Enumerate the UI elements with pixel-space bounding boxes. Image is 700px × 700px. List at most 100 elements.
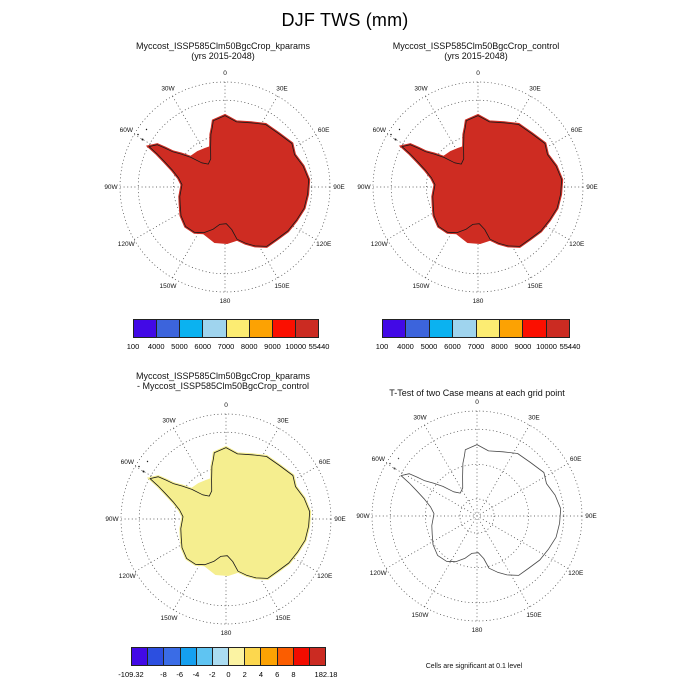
colorbar-tick-label: 55440: [559, 342, 581, 351]
map-kparams: 0 30E 60E 90E 120E 150E 180 150W 120W 90W 60W 30W: [104, 70, 345, 305]
colorbar-tick-label: 4000: [147, 342, 165, 351]
map-control: 0 30E 60E 90E 120E 150E 180 150W 120W 90W 60W 30W: [357, 70, 598, 305]
meridian-label: 30E: [276, 86, 288, 93]
panel4-title: T-Test of two Case means at each grid po…: [389, 388, 565, 398]
meridian-label: 150W: [412, 612, 430, 619]
colorbar-box: [196, 648, 213, 665]
meridian-labels: 0 30E 60E 90E 120E 150E 180 150W 120W 90W 60W 30W: [357, 70, 598, 305]
colorbar-tick-label: -2: [208, 670, 216, 679]
meridian-labels: 0 30E 60E 90E 120E 150E 180 150W 120W 90W 60W 30W: [356, 399, 597, 634]
meridian-label: 30E: [529, 86, 541, 93]
meridian-label: 30E: [277, 418, 289, 425]
meridian-label: 150W: [160, 283, 178, 290]
meridian-label: 180: [220, 298, 231, 305]
colorbar-box: [261, 648, 278, 665]
meridian-label: 90E: [585, 513, 597, 520]
colorbar-box: [295, 320, 318, 337]
meridian-label: 0: [224, 402, 228, 409]
meridian-label: 120W: [370, 570, 388, 577]
meridian-label: 180: [473, 298, 484, 305]
colorbar-box: [383, 320, 407, 337]
colorbar-tick-label: 9000: [514, 342, 532, 351]
meridian-label: 120E: [569, 241, 585, 248]
map-difference: 0 30E 60E 90E 120E 150E 180 150W 120W 90W 60W 30W: [105, 402, 346, 637]
meridian-label: 30W: [413, 415, 427, 422]
meridian-label: 60W: [372, 456, 386, 463]
colorbar-tick-label: 4: [258, 670, 264, 679]
peninsula-islands: [390, 128, 401, 141]
meridian-label: 150E: [275, 615, 291, 622]
peninsula-islands: [389, 457, 400, 470]
meridian-label: 30E: [528, 415, 540, 422]
meridian-label: 60E: [318, 127, 330, 134]
meridian-label: 60E: [571, 127, 583, 134]
colorbar-box: [229, 648, 246, 665]
colorbar-tick-label: 6000: [194, 342, 212, 351]
panel3-title-line2: - Myccost_ISSP585Clm50BgcCrop_control: [136, 381, 310, 391]
panel2-title-line2: (yrs 2015-2048): [444, 51, 508, 61]
meridian-label: 60E: [319, 459, 331, 466]
colorbar-tick-label: -109.32: [118, 670, 144, 679]
map-ttest: 0 30E 60E 90E 120E 150E 180 150W 120W 90W 60W 30W: [356, 399, 597, 634]
colorbar-box: [180, 648, 197, 665]
meridian-label: 90W: [105, 516, 119, 523]
significance-note: Cells are significant at 0.1 level: [425, 663, 523, 670]
colorbar-tick-label: 7000: [217, 342, 235, 351]
colorbar-tick-label: 8: [291, 670, 296, 679]
colorbar-tick-label: 8000: [240, 342, 258, 351]
meridian-label: 90W: [356, 513, 370, 520]
colorbar-tws-control: [382, 319, 570, 338]
colorbar-box: [249, 320, 273, 337]
colorbar-tick-label: -4: [192, 670, 200, 679]
colorbar-box: [157, 320, 181, 337]
meridian-label: 150E: [526, 612, 542, 619]
colorbar-tick-label: 7000: [467, 342, 485, 351]
meridian-label: 30W: [161, 86, 175, 93]
meridian-label: 150E: [274, 283, 290, 290]
colorbar-tick-label: 9000: [264, 342, 281, 351]
colorbar-tws-kparams-labels: 100 4000 5000 6000 7000 8000 9000 10000 55440: [127, 342, 330, 352]
meridian-label: 30W: [162, 418, 176, 425]
colorbar-tick-label: 5000: [420, 342, 438, 351]
meridian-label: 60W: [121, 459, 135, 466]
colorbar-tick-label: 10000: [536, 342, 557, 351]
meridian-label: 0: [475, 399, 479, 406]
meridian-label: 180: [472, 627, 483, 634]
polar-grid: [371, 410, 583, 622]
figure-title: DJF TWS (mm): [281, 10, 409, 30]
colorbar-tws-kparams: [133, 319, 319, 338]
colorbar-box: [476, 320, 500, 337]
meridian-label: 90W: [104, 184, 118, 191]
panel1-title-line2: (yrs 2015-2048): [191, 51, 255, 61]
meridian-label: 90E: [334, 516, 346, 523]
meridian-label: 120W: [118, 241, 136, 248]
colorbar-box: [226, 320, 250, 337]
colorbar-box: [245, 648, 262, 665]
colorbar-box: [277, 648, 294, 665]
colorbar-tick-label: 10000: [285, 342, 307, 351]
colorbar-tick-label: 6000: [444, 342, 461, 351]
colorbar-box: [132, 648, 149, 665]
meridian-label: 60W: [120, 127, 134, 134]
colorbar-tick-label: 2: [242, 670, 247, 679]
panel2-title-line1: Myccost_ISSP585Clm50BgcCrop_control: [392, 41, 560, 51]
colorbar-tws-control-labels: 100 4000 5000 6000 7000 8000 9000 10000 55440: [376, 342, 581, 352]
colorbar-box: [429, 320, 454, 337]
colorbar-tick-label: 100: [375, 342, 389, 351]
meridian-label: 120E: [316, 241, 332, 248]
colorbar-box: [453, 320, 477, 337]
colorbar-box: [212, 648, 230, 665]
colorbar-box: [293, 648, 310, 665]
colorbar-box: [203, 320, 227, 337]
meridian-label: 150W: [161, 615, 179, 622]
meridian-label: 120W: [119, 573, 137, 580]
colorbar-box: [134, 320, 158, 337]
colorbar-difference: [131, 647, 326, 666]
colorbar-tick-label: 6: [275, 670, 280, 679]
colorbar-box: [272, 320, 296, 337]
colorbar-box: [546, 320, 569, 337]
colorbar-box: [148, 648, 165, 665]
meridian-label: 90W: [357, 184, 371, 191]
meridian-label: 60W: [373, 127, 387, 134]
meridian-labels: 0 30E 60E 90E 120E 150E 180 150W 120W 90W 60W 30W: [105, 402, 346, 637]
